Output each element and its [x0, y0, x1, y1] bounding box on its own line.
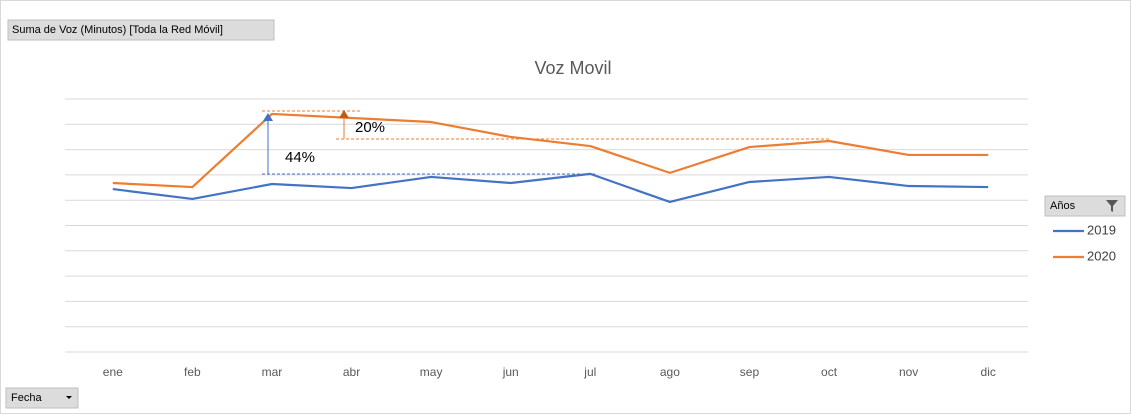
x-tick-label: ene	[103, 365, 123, 379]
arrow-head	[339, 110, 349, 118]
x-tick-label: ago	[660, 365, 680, 379]
annotation: 20%	[355, 119, 385, 136]
axis-button[interactable]	[5, 387, 79, 409]
x-tick-label: oct	[821, 365, 838, 379]
x-tick-label: jun	[502, 365, 519, 379]
field-button[interactable]	[7, 19, 275, 41]
annotations: 44% 20%	[262, 110, 830, 175]
legend-button[interactable]	[1044, 195, 1126, 217]
axis-button-label: Fecha	[11, 392, 42, 404]
x-tick-label: abr	[343, 365, 360, 379]
annotation: 44%	[285, 149, 315, 166]
field-button-label: Suma de Voz (Minutos) [Toda la Red Móvil…	[12, 24, 223, 36]
x-tick-label: mar	[262, 365, 283, 379]
legend-label: 2019	[1087, 222, 1116, 237]
arrow-head	[263, 113, 273, 121]
series-line	[112, 112, 989, 189]
x-tick-label: nov	[899, 365, 918, 379]
x-tick-label: feb	[184, 365, 201, 379]
x-tick-label: dic	[981, 365, 996, 379]
x-tick-label: may	[420, 365, 443, 379]
dropdown-icon	[66, 396, 72, 399]
filter-icon	[1106, 200, 1118, 212]
x-tick-label: jul	[583, 365, 596, 379]
legend-title: Años	[1050, 200, 1076, 212]
legend-label: 2020	[1087, 248, 1116, 263]
x-tick-label: sep	[740, 365, 760, 379]
chart-title: Voz Movil	[534, 58, 611, 78]
series-line	[112, 172, 989, 204]
